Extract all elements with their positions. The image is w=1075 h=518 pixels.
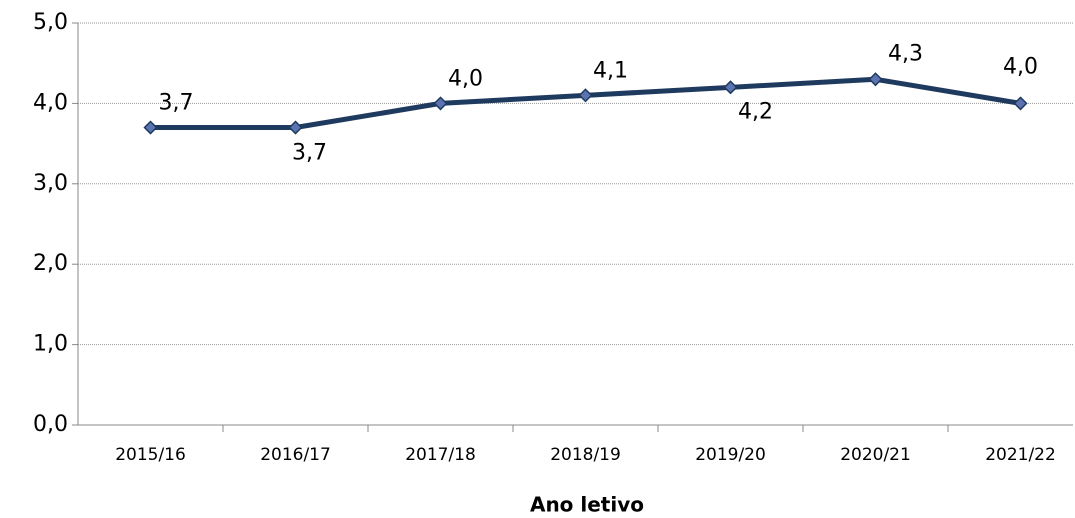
data-label: 4,1 xyxy=(593,58,628,83)
y-tick-label: 4,0 xyxy=(33,90,68,115)
x-tick-label: 2016/17 xyxy=(260,445,331,465)
x-tick-label: 2015/16 xyxy=(115,445,186,465)
y-tick-label: 2,0 xyxy=(33,251,68,276)
data-label: 4,0 xyxy=(448,66,483,91)
x-axis-title: Ano letivo xyxy=(530,493,644,517)
data-label: 4,3 xyxy=(888,41,923,66)
marker xyxy=(868,72,883,87)
marker xyxy=(433,96,448,111)
x-tick-label: 2018/19 xyxy=(550,445,621,465)
data-label: 4,2 xyxy=(738,99,773,124)
data-label: 3,7 xyxy=(159,91,194,116)
x-tick-label: 2019/20 xyxy=(695,445,766,465)
y-tick-label: 0,0 xyxy=(33,412,68,437)
marker xyxy=(1013,96,1028,111)
y-tick-label: 3,0 xyxy=(33,171,68,196)
x-tick-label: 2017/18 xyxy=(405,445,476,465)
y-tick-label: 5,0 xyxy=(33,10,68,35)
marker xyxy=(578,88,593,103)
marker xyxy=(723,80,738,95)
x-tick-label: 2020/21 xyxy=(840,445,911,465)
x-tick-label: 2021/22 xyxy=(985,445,1056,465)
data-label: 3,7 xyxy=(292,141,327,166)
marker xyxy=(143,120,158,135)
data-label: 4,0 xyxy=(1003,54,1038,79)
marker xyxy=(288,120,303,135)
y-tick-label: 1,0 xyxy=(33,332,68,357)
